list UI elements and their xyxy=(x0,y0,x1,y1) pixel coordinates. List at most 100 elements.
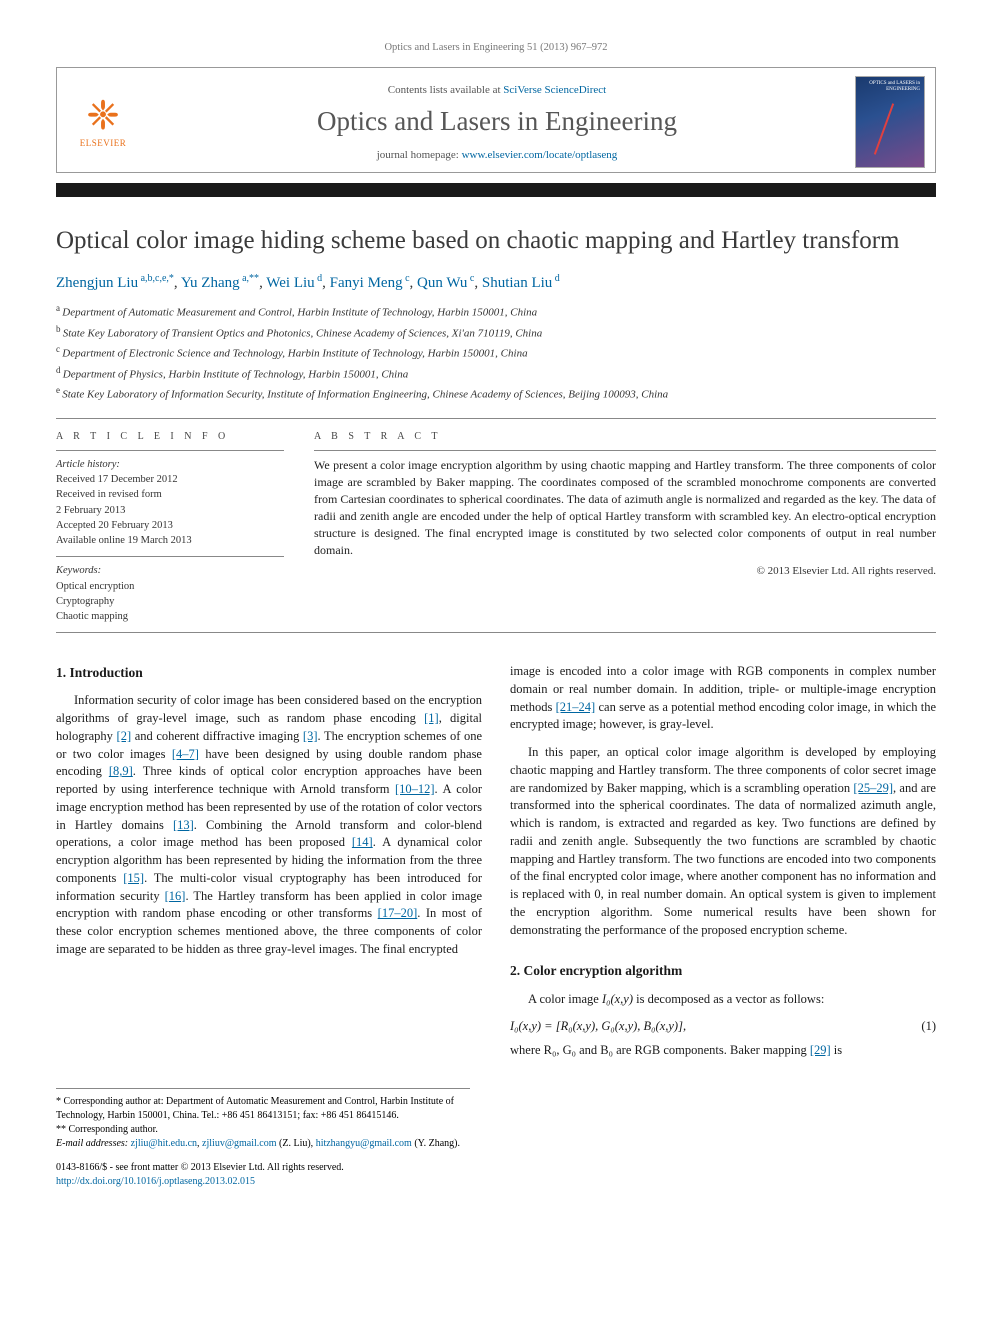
email-addresses: E-mail addresses: zjliu@hit.edu.cn, zjli… xyxy=(56,1137,470,1151)
abstract-heading: A B S T R A C T xyxy=(314,431,936,442)
equation-number: (1) xyxy=(908,1018,936,1036)
body-column-left: 1. Introduction Information security of … xyxy=(56,663,482,1070)
equation-expr: I₀(x,y) = [R₀(x,y), G₀(x,y), B₀(x,y)], xyxy=(510,1018,908,1036)
citation-link[interactable]: [1] xyxy=(424,711,439,725)
email-link[interactable]: zjliuv@gmail.com xyxy=(202,1138,276,1149)
journal-name: Optics and Lasers in Engineering xyxy=(139,106,855,137)
rule xyxy=(56,556,284,557)
intro-paragraph-1: Information security of color image has … xyxy=(56,692,482,958)
citation-link[interactable]: [14] xyxy=(352,835,373,849)
separator-bar xyxy=(56,183,936,197)
algo-paragraph-2: where R₀, G₀ and B₀ are RGB components. … xyxy=(510,1042,936,1060)
citation-link[interactable]: [8,9] xyxy=(109,764,133,778)
affiliation: e State Key Laboratory of Information Se… xyxy=(56,384,936,404)
email-link[interactable]: zjliu@hit.edu.cn xyxy=(131,1138,197,1149)
section-heading-algo: 2. Color encryption algorithm xyxy=(510,961,936,980)
author-affil-marks: d xyxy=(315,273,323,284)
corresponding-author-2: ** Corresponding author. xyxy=(56,1123,470,1137)
author: Fanyi Meng c xyxy=(330,275,410,291)
keyword: Chaotic mapping xyxy=(56,609,284,624)
author-link[interactable]: Qun Wu xyxy=(417,275,467,291)
rule xyxy=(56,450,284,451)
citation-link[interactable]: [15] xyxy=(123,871,144,885)
citation-link[interactable]: [25–29] xyxy=(853,781,893,795)
abstract-text: We present a color image encryption algo… xyxy=(314,457,936,559)
homepage-link[interactable]: www.elsevier.com/locate/optlaseng xyxy=(462,149,618,161)
equation-var: I₀(x,y) xyxy=(602,992,633,1006)
author-link[interactable]: Yu Zhang xyxy=(181,275,240,291)
rule xyxy=(56,632,936,633)
publisher-logo: ❈ ELSEVIER xyxy=(67,83,139,161)
citation-link[interactable]: [13] xyxy=(173,818,194,832)
author-affil-marks: c xyxy=(403,273,410,284)
elsevier-tree-icon: ❈ xyxy=(86,96,120,136)
citation-link[interactable]: [4–7] xyxy=(172,747,199,761)
authors-list: Zhengjun Liu a,b,c,e,*, Yu Zhang a,**, W… xyxy=(56,273,936,292)
doi-link[interactable]: http://dx.doi.org/10.1016/j.optlaseng.20… xyxy=(56,1176,255,1187)
body-column-right: image is encoded into a color image with… xyxy=(510,663,936,1070)
keyword: Cryptography xyxy=(56,594,284,609)
citation-link[interactable]: [29] xyxy=(810,1043,831,1057)
affiliation: a Department of Automatic Measurement an… xyxy=(56,302,936,322)
affiliation: d Department of Physics, Harbin Institut… xyxy=(56,364,936,384)
email-link[interactable]: hitzhangyu@gmail.com xyxy=(316,1138,412,1149)
affiliation: b State Key Laboratory of Transient Opti… xyxy=(56,323,936,343)
keywords-label: Keywords: xyxy=(56,563,284,578)
intro-paragraph-2: image is encoded into a color image with… xyxy=(510,663,936,734)
journal-cover-thumb: OPTICS and LASERS in ENGINEERING xyxy=(855,76,925,168)
author-affil-marks: d xyxy=(552,273,560,284)
rule xyxy=(314,450,936,451)
author-link[interactable]: Fanyi Meng xyxy=(330,275,403,291)
homepage-line: journal homepage: www.elsevier.com/locat… xyxy=(139,149,855,161)
author: Yu Zhang a,** xyxy=(181,275,259,291)
author: Qun Wu c xyxy=(417,275,474,291)
article-history: Article history: Received 17 December 20… xyxy=(56,457,284,548)
history-line: Received 17 December 2012 xyxy=(56,472,284,487)
equation-1: I₀(x,y) = [R₀(x,y), G₀(x,y), B₀(x,y)], (… xyxy=(510,1018,936,1036)
homepage-prefix: journal homepage: xyxy=(377,149,462,161)
email-label: E-mail addresses: xyxy=(56,1138,131,1149)
affiliation-label: a xyxy=(56,303,62,313)
keywords-block: Keywords: Optical encryptionCryptography… xyxy=(56,563,284,624)
affiliations-list: a Department of Automatic Measurement an… xyxy=(56,302,936,404)
doi-block: 0143-8166/$ - see front matter © 2013 El… xyxy=(56,1161,470,1189)
author-link[interactable]: Wei Liu xyxy=(266,275,314,291)
intro-paragraph-3: In this paper, an optical color image al… xyxy=(510,744,936,939)
history-label: Article history: xyxy=(56,457,284,472)
rule xyxy=(56,418,936,419)
corresponding-author-1: * Corresponding author at: Department of… xyxy=(56,1095,470,1123)
author: Shutian Liu d xyxy=(482,275,560,291)
citation-link[interactable]: [10–12] xyxy=(395,782,435,796)
author-affil-marks: a,** xyxy=(240,273,259,284)
author: Zhengjun Liu a,b,c,e,* xyxy=(56,275,174,291)
article-info-heading: A R T I C L E I N F O xyxy=(56,431,284,442)
affiliation-label: c xyxy=(56,344,62,354)
author-link[interactable]: Zhengjun Liu xyxy=(56,275,138,291)
abstract-copyright: © 2013 Elsevier Ltd. All rights reserved… xyxy=(314,565,936,577)
contents-prefix: Contents lists available at xyxy=(388,84,503,96)
history-line: Received in revised form xyxy=(56,487,284,502)
author: Wei Liu d xyxy=(266,275,322,291)
author-affil-marks: c xyxy=(467,273,474,284)
sciencedirect-link[interactable]: SciVerse ScienceDirect xyxy=(503,84,606,96)
front-matter-line: 0143-8166/$ - see front matter © 2013 El… xyxy=(56,1161,470,1175)
citation-link[interactable]: [2] xyxy=(117,729,132,743)
affiliation-label: b xyxy=(56,324,63,334)
author-affil-marks: a,b,c,e,* xyxy=(138,273,174,284)
history-line: Accepted 20 February 2013 xyxy=(56,518,284,533)
citation-link[interactable]: [16] xyxy=(165,889,186,903)
citation-link[interactable]: [21–24] xyxy=(556,700,596,714)
affiliation-label: d xyxy=(56,365,63,375)
cover-title: OPTICS and LASERS in ENGINEERING xyxy=(860,81,920,92)
history-line: Available online 19 March 2013 xyxy=(56,533,284,548)
algo-paragraph-1: A color image I₀(x,y) is decomposed as a… xyxy=(510,991,936,1009)
section-heading-intro: 1. Introduction xyxy=(56,663,482,682)
history-line: 2 February 2013 xyxy=(56,503,284,518)
author-link[interactable]: Shutian Liu xyxy=(482,275,552,291)
publisher-name: ELSEVIER xyxy=(80,138,127,148)
keyword: Optical encryption xyxy=(56,579,284,594)
affiliation-label: e xyxy=(56,385,62,395)
affiliation: c Department of Electronic Science and T… xyxy=(56,343,936,363)
citation-link[interactable]: [17–20] xyxy=(378,906,418,920)
citation-link[interactable]: [3] xyxy=(303,729,318,743)
